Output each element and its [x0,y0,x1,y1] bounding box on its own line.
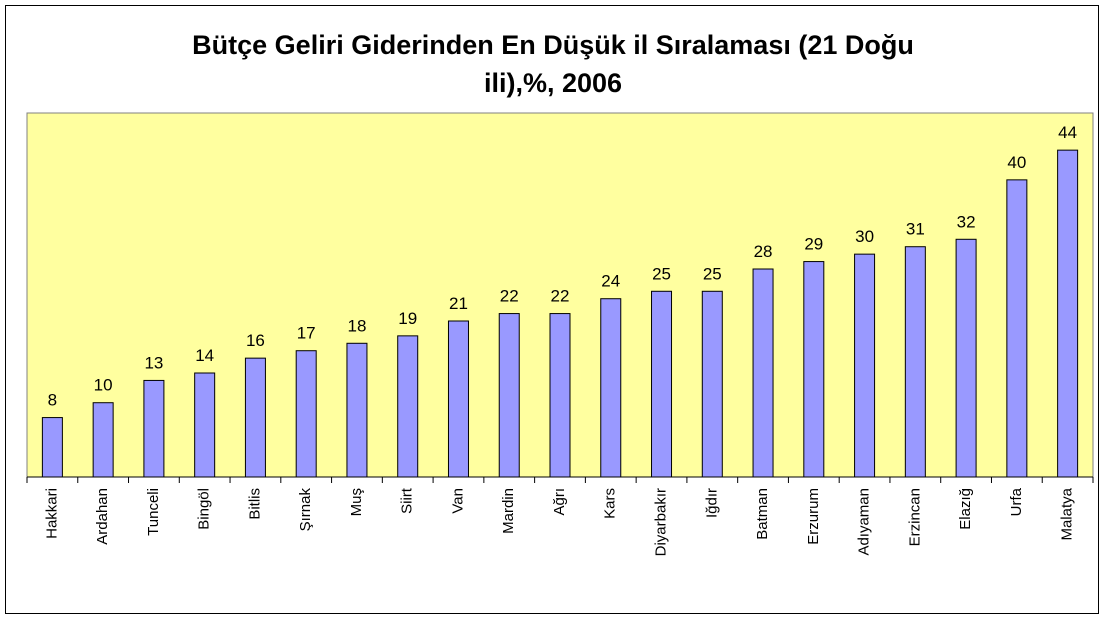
x-tick-label: Hakkari [43,488,60,539]
bar [346,342,368,478]
data-label: 19 [398,309,417,328]
x-tick-label: Malatya [1059,487,1076,540]
x-tick-label: Erzurum [805,488,822,545]
x-tick-label: Mardin [500,488,517,534]
data-label: 25 [652,264,671,283]
data-label: 44 [1058,123,1077,142]
x-tick-label: Ardahan [94,488,111,545]
bar [651,290,673,478]
bar [854,253,876,478]
x-tick-label: Van [449,488,466,514]
bar [244,357,266,478]
data-label: 13 [144,353,163,372]
x-tick-label: Diyarbakır [652,488,669,556]
bar [955,238,977,478]
bar [194,372,216,478]
data-label: 28 [754,242,773,261]
bar [701,290,723,478]
data-label: 10 [94,376,113,395]
bar [549,313,571,478]
x-tick-label: Elazığ [957,488,974,530]
x-tick-label: Şırnak [297,488,314,532]
x-tick-label: Ağrı [551,488,568,516]
bar [498,313,520,478]
data-label: 22 [500,287,519,306]
bar [397,335,419,478]
bar [295,350,317,478]
x-tick-label: Kars [602,488,619,519]
x-tick-label: Adıyaman [856,488,873,556]
x-tick-label: Bitlis [246,488,263,520]
x-tick-label: Bingöl [196,488,213,530]
bar [1057,149,1079,478]
x-tick-label: Muş [348,488,365,516]
x-tick-label: Erzincan [906,488,923,546]
bar [1006,179,1028,478]
data-label: 24 [601,272,620,291]
data-label: 29 [804,235,823,254]
bar [92,402,114,478]
bar [752,268,774,478]
x-tick-label: Urfa [1008,487,1025,516]
bar [904,246,926,478]
data-label: 8 [48,391,57,410]
x-tick-label: Batman [754,488,771,540]
data-label: 32 [957,212,976,231]
data-label: 30 [855,227,874,246]
data-label: 17 [297,324,316,343]
bar [143,379,165,478]
bar [803,261,825,478]
data-label: 14 [195,346,214,365]
x-tick-label: Tunceli [145,488,162,536]
data-label: 21 [449,294,468,313]
bar [41,417,63,478]
data-label: 31 [906,220,925,239]
data-label: 16 [246,331,265,350]
x-tick-label: Siirt [399,487,416,514]
chart-title: Bütçe Geliri Giderinden En Düşük il Sıra… [192,30,914,98]
data-label: 18 [347,316,366,335]
bar [447,320,469,478]
data-label: 40 [1007,153,1026,172]
chart-frame [5,5,1099,614]
data-label: 25 [703,264,722,283]
x-tick-label: Iğdır [703,488,720,518]
bar [600,298,622,478]
data-label: 22 [551,287,570,306]
